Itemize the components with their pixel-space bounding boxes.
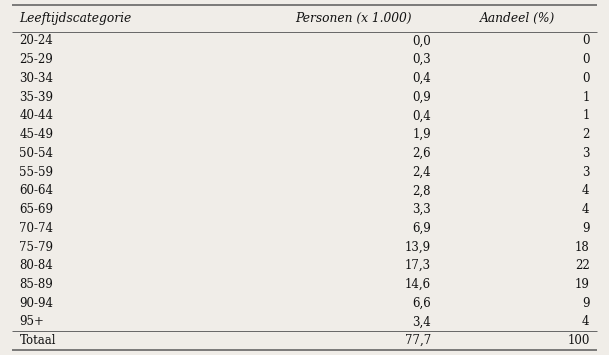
Text: 1: 1 (582, 91, 590, 104)
Text: 70-74: 70-74 (19, 222, 54, 235)
Text: 4: 4 (582, 316, 590, 328)
Text: 0: 0 (582, 53, 590, 66)
Text: 85-89: 85-89 (19, 278, 53, 291)
Text: 0: 0 (582, 34, 590, 48)
Text: 4: 4 (582, 203, 590, 216)
Text: 6,9: 6,9 (412, 222, 431, 235)
Text: 0,4: 0,4 (412, 109, 431, 122)
Text: 14,6: 14,6 (405, 278, 431, 291)
Text: 0,9: 0,9 (412, 91, 431, 104)
Text: 3,4: 3,4 (412, 316, 431, 328)
Text: 1,9: 1,9 (412, 128, 431, 141)
Text: 60-64: 60-64 (19, 184, 54, 197)
Text: 0,0: 0,0 (412, 34, 431, 48)
Text: 4: 4 (582, 184, 590, 197)
Text: Totaal: Totaal (19, 334, 56, 347)
Text: 75-79: 75-79 (19, 240, 54, 253)
Text: 20-24: 20-24 (19, 34, 53, 48)
Text: 22: 22 (575, 259, 590, 272)
Text: 65-69: 65-69 (19, 203, 54, 216)
Text: 17,3: 17,3 (405, 259, 431, 272)
Text: 3: 3 (582, 165, 590, 179)
Text: 19: 19 (575, 278, 590, 291)
Text: 2: 2 (582, 128, 590, 141)
Text: 40-44: 40-44 (19, 109, 54, 122)
Text: 77,7: 77,7 (405, 334, 431, 347)
Text: 90-94: 90-94 (19, 297, 54, 310)
Text: 2,4: 2,4 (412, 165, 431, 179)
Text: 3,3: 3,3 (412, 203, 431, 216)
Text: 30-34: 30-34 (19, 72, 54, 85)
Text: 9: 9 (582, 297, 590, 310)
Text: 2,8: 2,8 (413, 184, 431, 197)
Text: 13,9: 13,9 (405, 240, 431, 253)
Text: 80-84: 80-84 (19, 259, 53, 272)
Text: 35-39: 35-39 (19, 91, 54, 104)
Text: 0: 0 (582, 72, 590, 85)
Text: 3: 3 (582, 147, 590, 160)
Text: 100: 100 (567, 334, 590, 347)
Text: 50-54: 50-54 (19, 147, 54, 160)
Text: 0,3: 0,3 (412, 53, 431, 66)
Text: 95+: 95+ (19, 316, 44, 328)
Text: Aandeel (%): Aandeel (%) (480, 12, 555, 25)
Text: 18: 18 (575, 240, 590, 253)
Text: 1: 1 (582, 109, 590, 122)
Text: 0,4: 0,4 (412, 72, 431, 85)
Text: Personen (x 1.000): Personen (x 1.000) (295, 12, 412, 25)
Text: 45-49: 45-49 (19, 128, 54, 141)
Text: 6,6: 6,6 (412, 297, 431, 310)
Text: 2,6: 2,6 (412, 147, 431, 160)
Text: 25-29: 25-29 (19, 53, 53, 66)
Text: Leeftijdscategorie: Leeftijdscategorie (19, 12, 132, 25)
Text: 55-59: 55-59 (19, 165, 54, 179)
Text: 9: 9 (582, 222, 590, 235)
